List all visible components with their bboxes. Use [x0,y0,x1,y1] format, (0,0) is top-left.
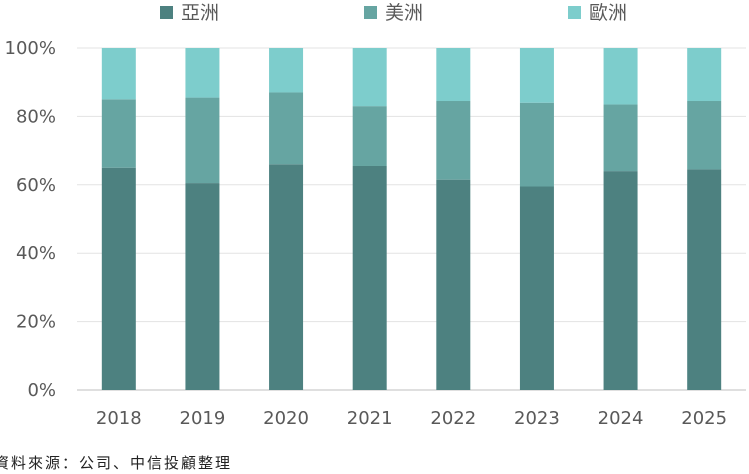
bar-segment [352,106,387,166]
bars [101,48,722,390]
x-tick-label: 2022 [430,408,476,429]
legend-label: 美洲 [385,2,423,24]
x-axis-ticks: 2018 2019 2020 2021 2022 2023 2024 2025 [96,408,727,429]
y-tick-label: 20% [16,312,56,333]
legend-swatch [568,6,581,19]
bar-segment [687,169,722,390]
bar-segment [603,171,638,390]
bar-segment [101,48,136,100]
source-note: 資料來源：公司、中信投顧整理 [0,454,233,472]
y-tick-label: 40% [16,243,56,264]
bar-segment [101,99,136,168]
bar-segment [603,104,638,172]
bar-segment [185,183,220,390]
y-tick-label: 100% [5,38,56,59]
bar-segment [436,101,471,180]
bar-segment [519,102,554,187]
y-tick-label: 0% [27,380,56,401]
legend-label: 歐洲 [589,2,627,24]
bar-segment [603,48,638,105]
bar-segment [101,167,136,390]
bar-segment [519,186,554,390]
legend-swatch [364,6,377,19]
bar-segment [269,92,304,165]
bar-segment [352,165,387,390]
bar-segment [687,48,722,102]
bar-segment [269,48,304,93]
gridlines [77,47,746,391]
bar-segment [436,179,471,390]
bar-segment [436,48,471,102]
x-tick-label: 2021 [347,408,393,429]
bar-segment [185,48,220,98]
x-tick-label: 2020 [263,408,309,429]
legend-swatch [160,6,173,19]
bar-segment [519,48,554,103]
bar-segment [687,101,722,170]
bar-segment [352,48,387,107]
x-tick-label: 2025 [681,408,727,429]
y-tick-label: 80% [16,106,56,127]
x-tick-label: 2019 [180,408,226,429]
y-tick-label: 60% [16,175,56,196]
x-tick-label: 2023 [514,408,560,429]
y-axis-ticks: 0% 20% 40% 60% 80% 100% [5,38,56,401]
x-tick-label: 2018 [96,408,142,429]
legend-label: 亞洲 [181,2,219,24]
legend: 亞洲 美洲 歐洲 [160,2,627,24]
bar-segment [185,97,220,184]
x-tick-label: 2024 [598,408,644,429]
bar-segment [269,164,304,390]
